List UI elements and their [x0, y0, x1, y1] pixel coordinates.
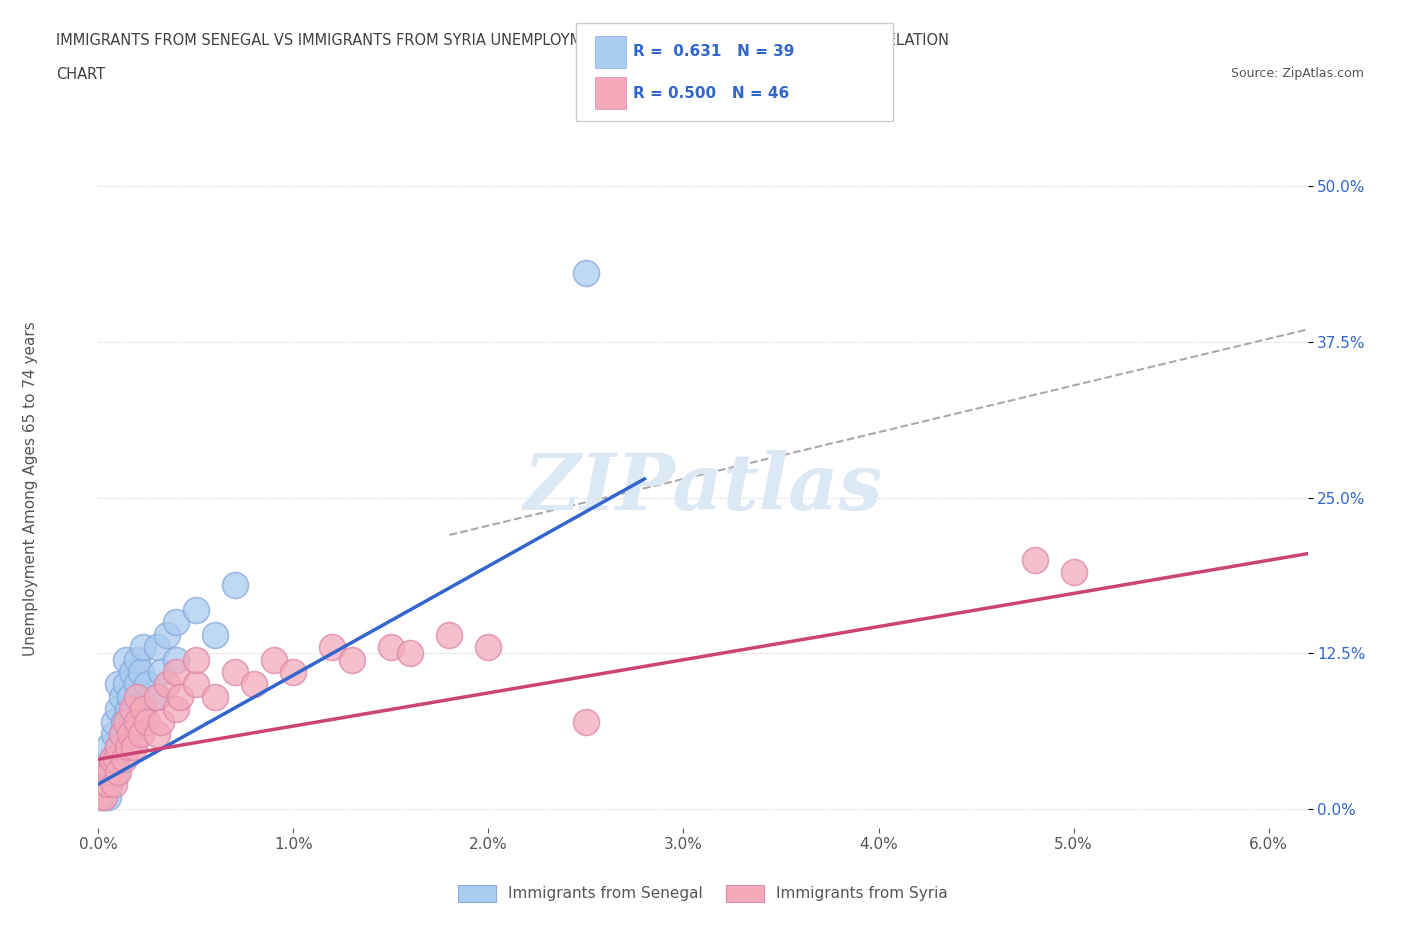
Point	[117, 739, 139, 754]
Point	[575, 266, 598, 281]
Point	[96, 777, 118, 791]
Point	[98, 777, 121, 791]
Point	[93, 790, 115, 804]
Point	[263, 652, 285, 667]
Point	[117, 702, 139, 717]
Point	[91, 777, 114, 791]
Point	[114, 652, 136, 667]
Point	[224, 665, 246, 680]
Text: IMMIGRANTS FROM SENEGAL VS IMMIGRANTS FROM SYRIA UNEMPLOYMENT AMONG AGES 65 TO 7: IMMIGRANTS FROM SENEGAL VS IMMIGRANTS FR…	[56, 33, 949, 47]
Point	[132, 702, 155, 717]
Point	[1063, 565, 1085, 579]
Point	[121, 665, 143, 680]
Point	[340, 652, 363, 667]
Point	[146, 689, 169, 704]
Point	[107, 739, 129, 754]
Point	[127, 714, 149, 729]
Point	[114, 677, 136, 692]
Point	[98, 764, 121, 779]
Point	[149, 665, 172, 680]
Point	[477, 640, 499, 655]
Point	[575, 714, 598, 729]
Point	[136, 677, 159, 692]
Point	[165, 615, 187, 630]
Point	[104, 764, 127, 779]
Text: ZIPatlas: ZIPatlas	[523, 450, 883, 526]
Text: R =  0.631   N = 39: R = 0.631 N = 39	[633, 45, 794, 60]
Point	[97, 777, 120, 791]
Point	[439, 627, 461, 642]
Point	[136, 714, 159, 729]
Point	[149, 714, 172, 729]
Point	[184, 677, 207, 692]
Point	[127, 714, 149, 729]
Point	[96, 764, 118, 779]
Point	[165, 652, 187, 667]
Point	[97, 764, 120, 779]
Point	[107, 677, 129, 692]
Point	[101, 751, 124, 766]
Legend: Immigrants from Senegal, Immigrants from Syria: Immigrants from Senegal, Immigrants from…	[451, 879, 955, 909]
Point	[204, 627, 226, 642]
Point	[121, 702, 143, 717]
Point	[103, 777, 125, 791]
Point	[224, 578, 246, 592]
Point	[97, 790, 120, 804]
Point	[127, 652, 149, 667]
Text: R = 0.500   N = 46: R = 0.500 N = 46	[633, 86, 789, 100]
Point	[104, 751, 127, 766]
Point	[131, 665, 153, 680]
Point	[107, 739, 129, 754]
Text: CHART: CHART	[56, 67, 105, 82]
Point	[156, 677, 179, 692]
Point	[93, 790, 115, 804]
Point	[103, 727, 125, 742]
Point	[146, 727, 169, 742]
Point	[321, 640, 343, 655]
Point	[114, 714, 136, 729]
Point	[169, 689, 191, 704]
Point	[111, 727, 134, 742]
Point	[165, 702, 187, 717]
Point	[146, 689, 169, 704]
Point	[156, 627, 179, 642]
Point	[101, 751, 124, 766]
Point	[107, 702, 129, 717]
Point	[380, 640, 402, 655]
Point	[132, 640, 155, 655]
Point	[122, 702, 145, 717]
Point	[204, 689, 226, 704]
Text: Source: ZipAtlas.com: Source: ZipAtlas.com	[1230, 67, 1364, 80]
Point	[399, 645, 422, 660]
Point	[1024, 552, 1046, 567]
Point	[111, 727, 134, 742]
Point	[184, 652, 207, 667]
Text: Unemployment Among Ages 65 to 74 years: Unemployment Among Ages 65 to 74 years	[24, 321, 38, 656]
Point	[91, 777, 114, 791]
Point	[111, 689, 134, 704]
Point	[184, 603, 207, 618]
Point	[118, 727, 141, 742]
Point	[131, 727, 153, 742]
Point	[127, 677, 149, 692]
Point	[122, 739, 145, 754]
Point	[103, 714, 125, 729]
Point	[127, 689, 149, 704]
Point	[146, 640, 169, 655]
Point	[165, 665, 187, 680]
Point	[89, 790, 111, 804]
Point	[118, 689, 141, 704]
Point	[112, 751, 135, 766]
Point	[112, 714, 135, 729]
Point	[283, 665, 305, 680]
Point	[107, 764, 129, 779]
Point	[243, 677, 266, 692]
Point	[97, 739, 120, 754]
